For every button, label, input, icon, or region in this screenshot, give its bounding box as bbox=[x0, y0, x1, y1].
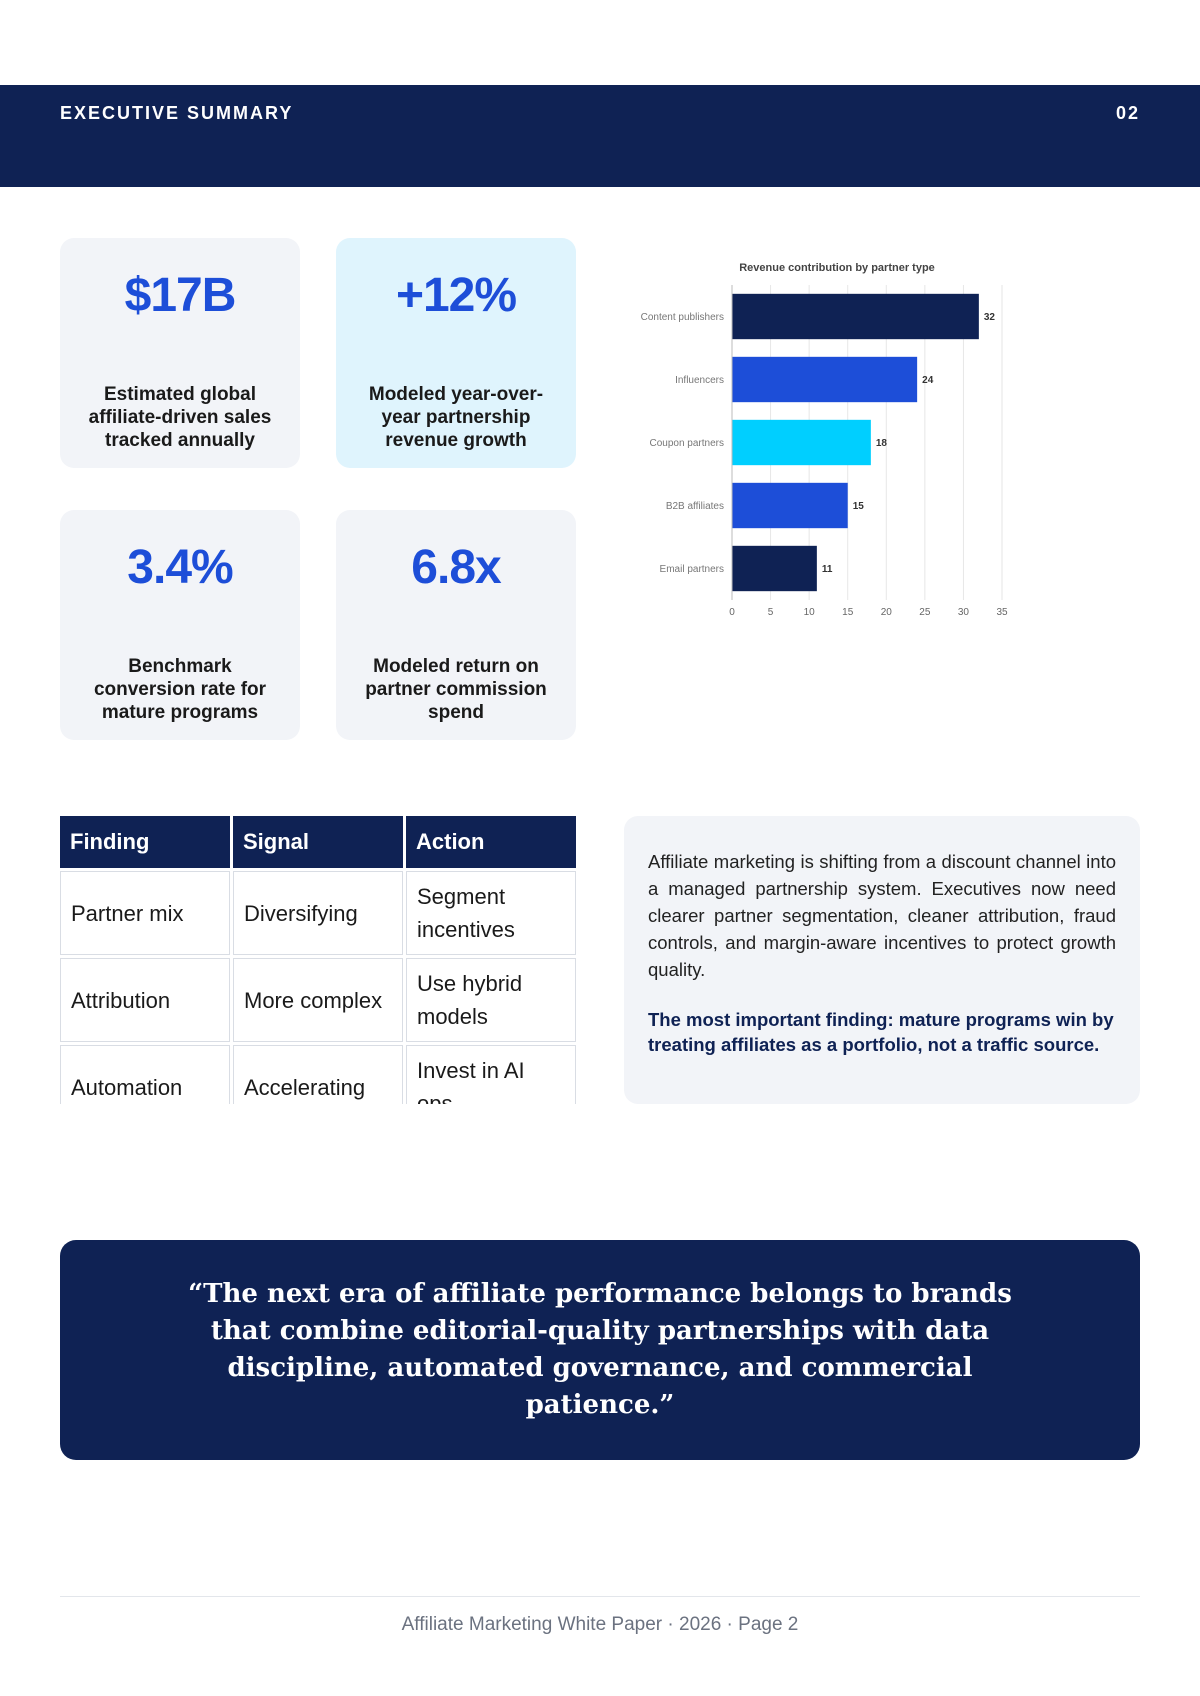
quote-text: “The next era of affiliate performance b… bbox=[188, 1279, 1012, 1420]
table-cell: Automation bbox=[60, 1045, 230, 1104]
y-tick-label: Email partners bbox=[660, 564, 724, 575]
x-tick-label: 10 bbox=[804, 607, 816, 615]
data-label: 32 bbox=[984, 312, 996, 323]
stat-value: 6.8x bbox=[411, 541, 501, 594]
bar bbox=[732, 419, 871, 466]
data-label: 15 bbox=[853, 501, 865, 512]
stat-value: +12% bbox=[395, 269, 517, 322]
summary-callout: Affiliate marketing is shifting from a d… bbox=[624, 816, 1140, 1104]
x-tick-label: 0 bbox=[729, 607, 735, 615]
stat-value: $17B bbox=[124, 269, 237, 322]
page-number: 02 bbox=[1115, 103, 1140, 123]
column-header-signal: Signal bbox=[233, 816, 403, 868]
data-label: 11 bbox=[822, 564, 833, 575]
footer-divider bbox=[60, 1596, 1140, 1597]
table-header-row: Finding Signal Action bbox=[60, 816, 576, 868]
data-label: 24 bbox=[922, 375, 934, 386]
stat-card-sales: $17B Estimated global affiliate-driven s… bbox=[60, 238, 300, 468]
stat-label: Estimated global affiliate-driven sales … bbox=[88, 384, 272, 451]
y-tick-label: Coupon partners bbox=[650, 438, 725, 449]
stat-value: 3.4% bbox=[127, 541, 233, 594]
x-tick-label: 15 bbox=[842, 607, 854, 615]
stat-label: Modeled return on partner commission spe… bbox=[365, 656, 547, 723]
table-cell: Segment incentives bbox=[406, 871, 576, 955]
table-row: Attribution More complex Use hybrid mode… bbox=[60, 958, 576, 1042]
summary-text: Affiliate marketing is shifting from a d… bbox=[648, 851, 1116, 980]
table-cell: Attribution bbox=[60, 958, 230, 1042]
y-tick-label: Content publishers bbox=[641, 312, 724, 323]
bar bbox=[732, 293, 979, 340]
stat-card-growth: +12% Modeled year-over-year partnership … bbox=[336, 238, 576, 468]
stat-label: Benchmark conversion rate for mature pro… bbox=[93, 656, 267, 723]
chart-title: Revenue contribution by partner type bbox=[739, 262, 935, 274]
x-tick-label: 30 bbox=[958, 607, 970, 615]
table-cell: Accelerating bbox=[233, 1045, 403, 1104]
stat-card-roi: 6.8x Modeled return on partner commissio… bbox=[336, 510, 576, 740]
stat-label: Modeled year-over-year partnership reven… bbox=[368, 384, 544, 451]
y-tick-label: B2B affiliates bbox=[666, 501, 724, 512]
data-label: 18 bbox=[876, 438, 888, 449]
table-cell: Partner mix bbox=[60, 871, 230, 955]
x-tick-label: 5 bbox=[768, 607, 774, 615]
revenue-bar-chart: Revenue contribution by partner type 0 5 10… bbox=[620, 255, 1020, 615]
y-tick-label: Influencers bbox=[675, 375, 724, 386]
table-cell: More complex bbox=[233, 958, 403, 1042]
page-footer: Affiliate Marketing White Paper · 2026 ·… bbox=[401, 1614, 799, 1635]
page-header: EXECUTIVE SUMMARY 02 bbox=[0, 85, 1200, 187]
section-title: EXECUTIVE SUMMARY bbox=[60, 103, 294, 123]
x-tick-label: 20 bbox=[881, 607, 893, 615]
table-row: Partner mix Diversifying Segment incenti… bbox=[60, 871, 576, 955]
key-finding: The most important finding: mature progr… bbox=[648, 1009, 1114, 1055]
table-cell: Use hybrid models bbox=[406, 958, 576, 1042]
stat-card-conversion: 3.4% Benchmark conversion rate for matur… bbox=[60, 510, 300, 740]
findings-table: Finding Signal Action Partner mix Divers… bbox=[60, 816, 576, 1104]
table-cell: Diversifying bbox=[233, 871, 403, 955]
x-tick-label: 35 bbox=[996, 607, 1008, 615]
column-header-finding: Finding bbox=[60, 816, 230, 868]
table-cell: Invest in AI ops bbox=[406, 1045, 576, 1104]
bar bbox=[732, 356, 918, 403]
table-row: Automation Accelerating Invest in AI ops bbox=[60, 1045, 576, 1104]
chart-canvas: Revenue contribution by partner type 0 5 10… bbox=[641, 262, 1008, 615]
pull-quote: “The next era of affiliate performance b… bbox=[60, 1240, 1140, 1460]
column-header-action: Action bbox=[406, 816, 576, 868]
bar bbox=[732, 482, 848, 529]
bar bbox=[732, 545, 817, 592]
x-tick-label: 25 bbox=[919, 607, 931, 615]
